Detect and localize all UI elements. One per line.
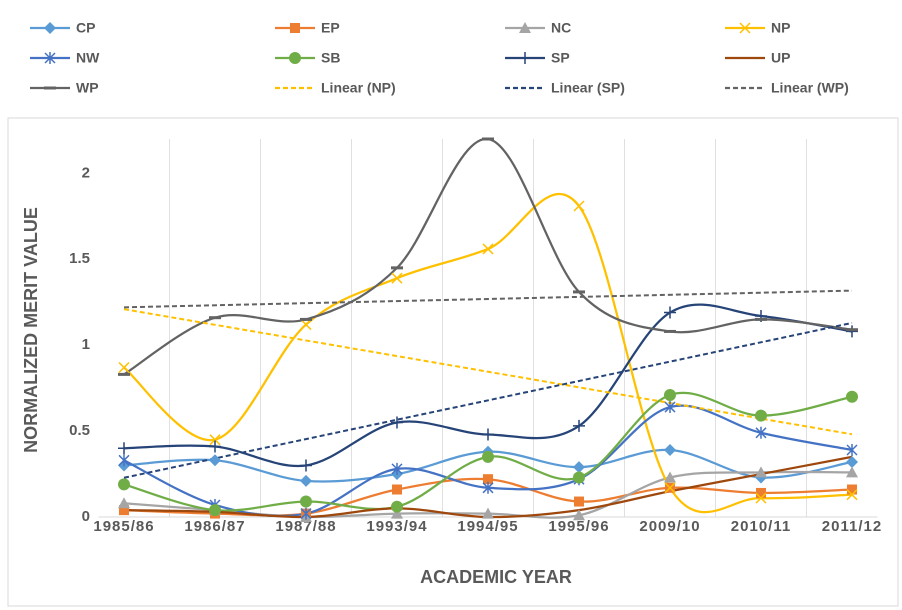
marker [573, 200, 585, 212]
marker [519, 22, 531, 33]
marker [391, 500, 403, 513]
marker [846, 466, 858, 478]
marker [483, 474, 493, 485]
x-tick-label: 1986/87 [184, 518, 245, 535]
series-line [123, 192, 853, 514]
marker [482, 243, 494, 255]
marker [664, 306, 676, 319]
marker [756, 487, 766, 498]
legend-label: NP [771, 20, 790, 36]
marker [300, 507, 312, 520]
marker [391, 416, 403, 429]
marker [482, 507, 494, 519]
series-line [123, 137, 853, 376]
legend-label: UP [771, 50, 790, 66]
y-tick-label: 1.5 [69, 250, 90, 267]
marker [44, 22, 56, 34]
marker [391, 507, 403, 519]
marker [300, 495, 312, 508]
marker [573, 471, 585, 484]
y-tick-label: 2 [82, 164, 90, 181]
legend-label: CP [76, 20, 95, 36]
legend-label: NC [551, 20, 571, 36]
marker [289, 52, 301, 64]
marker [209, 434, 221, 446]
marker [664, 389, 676, 402]
marker [573, 461, 585, 474]
x-tick-label: 2009/10 [639, 518, 700, 535]
marker [846, 325, 858, 338]
marker [290, 23, 300, 33]
x-tick-label: 1995/96 [548, 518, 609, 535]
marker [482, 450, 494, 463]
legend-label: SP [551, 50, 570, 66]
marker [392, 484, 402, 495]
legend-label: Linear (NP) [321, 80, 396, 96]
legend-label: Linear (SP) [551, 80, 625, 96]
y-tick-label: 0.5 [69, 422, 90, 439]
trend-line [123, 289, 853, 309]
marker [300, 474, 312, 487]
marker [391, 272, 403, 284]
marker [44, 52, 56, 64]
y-tick-label: 1 [82, 336, 90, 353]
x-tick-label: 2011/12 [822, 518, 882, 535]
marker [519, 52, 531, 64]
marker [739, 22, 751, 34]
marker [391, 462, 403, 475]
trend-line [123, 321, 853, 479]
marker [846, 456, 858, 469]
marker [846, 489, 858, 501]
y-axis-title: NORMALIZED MERIT VALUE [21, 207, 41, 453]
series-line [123, 303, 853, 468]
marker [118, 442, 130, 455]
marker [755, 409, 767, 422]
marker [209, 440, 221, 453]
x-axis-title: ACADEMIC YEAR [420, 567, 572, 587]
x-tick-label: 1994/95 [457, 518, 518, 535]
marker [300, 319, 312, 331]
legend-label: WP [76, 80, 99, 96]
x-tick-label: 1993/94 [366, 518, 427, 535]
y-tick-label: 0 [82, 508, 90, 525]
marker [118, 478, 130, 491]
marker [118, 497, 130, 509]
x-tick-label: 1985/86 [93, 518, 154, 535]
trend-line [123, 308, 853, 436]
marker [755, 426, 767, 439]
x-tick-label: 1987/88 [275, 518, 336, 535]
legend-label: SB [321, 50, 340, 66]
chart-frame [7, 117, 899, 607]
marker [574, 496, 584, 507]
marker [664, 443, 676, 456]
marker [300, 459, 312, 472]
marker [573, 419, 585, 432]
marker [209, 504, 221, 517]
marker [119, 505, 129, 516]
marker [482, 481, 494, 494]
marker [482, 428, 494, 441]
marker [573, 509, 585, 521]
marker [664, 482, 676, 494]
marker [847, 484, 857, 495]
legend-label: NW [76, 50, 100, 66]
marker [209, 454, 221, 467]
marker [846, 443, 858, 456]
marker [118, 361, 130, 374]
legend-label: EP [321, 20, 340, 36]
legend-label: Linear (WP) [771, 80, 849, 96]
marker [755, 466, 767, 478]
x-tick-label: 2010/11 [731, 518, 791, 535]
marker [118, 454, 130, 467]
marker [846, 390, 858, 403]
marker [664, 471, 676, 483]
marker [755, 492, 767, 504]
marker [664, 401, 676, 414]
